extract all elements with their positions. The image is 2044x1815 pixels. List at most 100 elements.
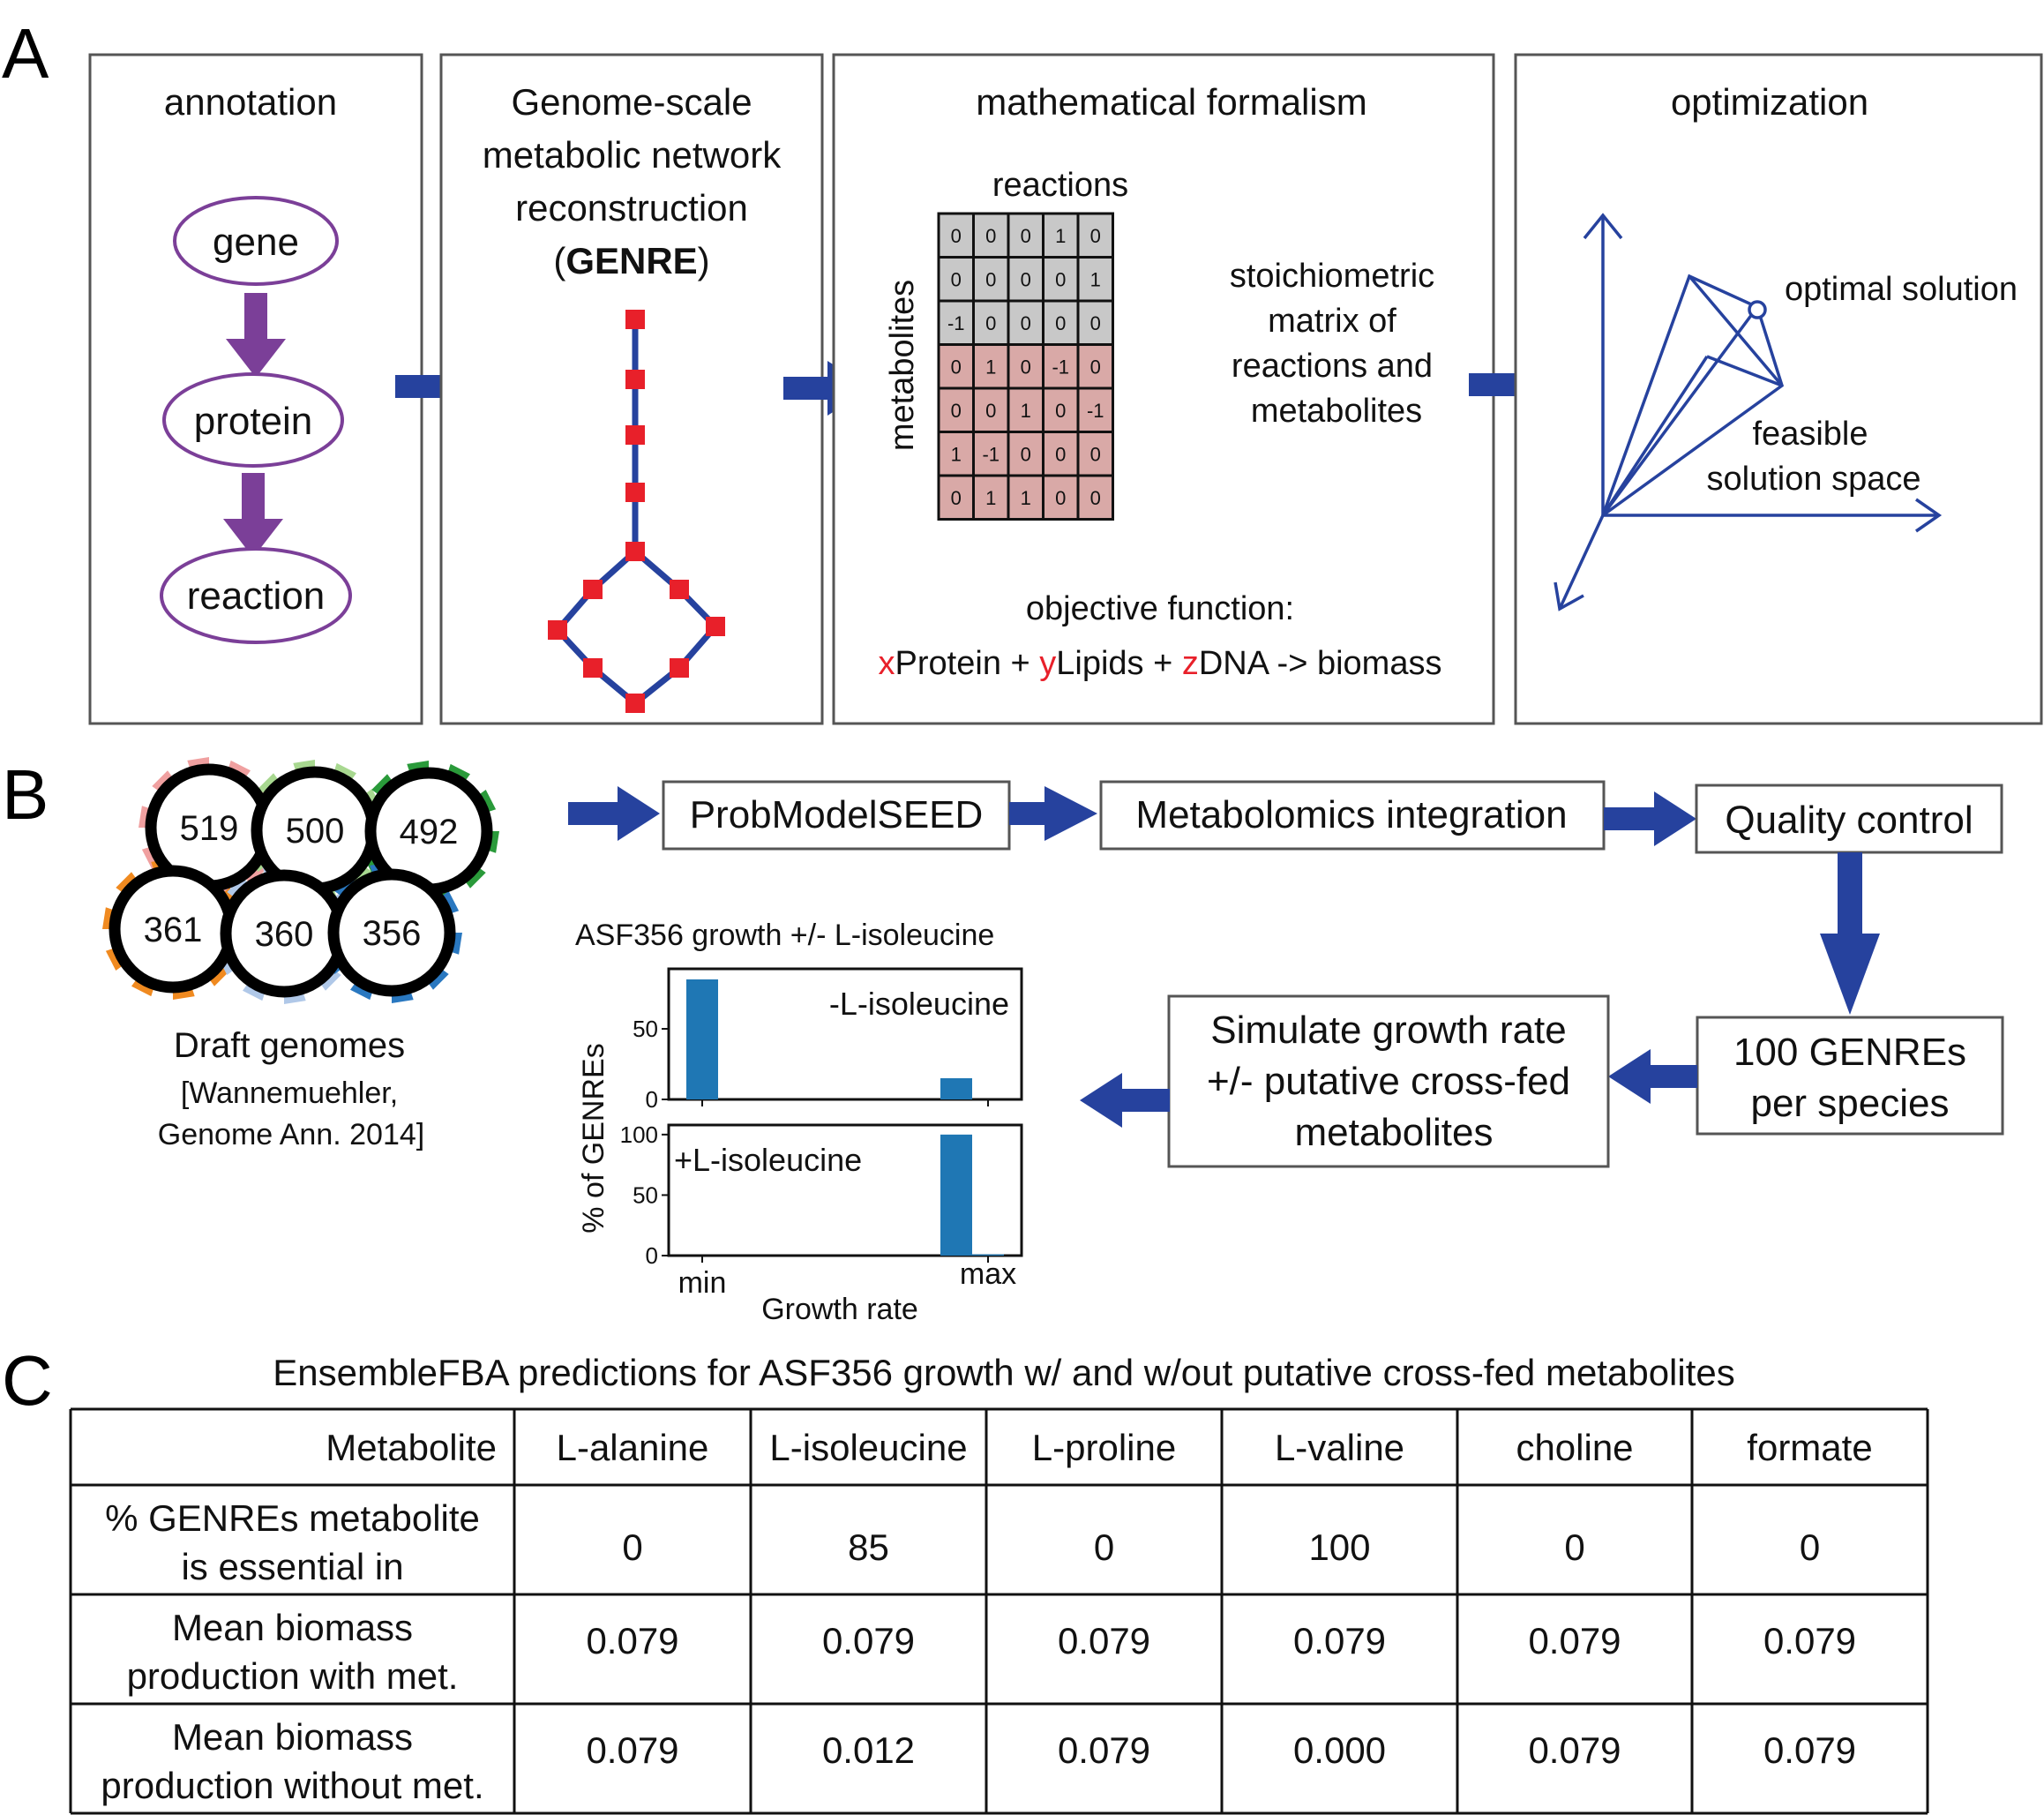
panel-legend: -L-isoleucine bbox=[829, 986, 1009, 1022]
y-tick-label: 100 bbox=[620, 1121, 658, 1148]
arrow-probmodel-to-metabolomics bbox=[1009, 786, 1097, 841]
histogram-bar bbox=[686, 979, 718, 1099]
metabolites-label: metabolites bbox=[884, 280, 921, 451]
quality-control-box: Quality control bbox=[1695, 784, 2003, 854]
matrix-desc-line4: metabolites bbox=[1251, 393, 1422, 430]
y-tick-label: 0 bbox=[646, 1086, 658, 1113]
genres-box: 100 GENREs per species bbox=[1696, 1016, 2004, 1136]
table-row-label: Mean biomass bbox=[172, 1716, 413, 1758]
table-cell: 0.000 bbox=[1293, 1729, 1386, 1771]
matrix-cell bbox=[972, 256, 1010, 303]
predictions-table: Metabolite L-alanine L-isoleucine L-proline… bbox=[69, 1407, 1929, 1815]
matrix-cell-value: 0 bbox=[985, 225, 996, 247]
matrix-cell bbox=[1007, 474, 1044, 521]
genre-title-line1: Genome-scale bbox=[511, 81, 752, 123]
genre-box: Genome-scale metabolic network reconstru… bbox=[439, 53, 824, 725]
table-cell: 0.079 bbox=[586, 1620, 678, 1661]
matrix-cell bbox=[1007, 256, 1044, 303]
simulate-label-line2: +/- putative cross-fed bbox=[1207, 1060, 1570, 1103]
matrix-cell-value: 0 bbox=[985, 312, 996, 334]
table-cell: 0.079 bbox=[1763, 1620, 1856, 1661]
histogram-bar bbox=[972, 1254, 1004, 1256]
math-box: mathematical formalism reactions metabol… bbox=[832, 53, 1495, 725]
table-cell: 0.079 bbox=[1058, 1729, 1150, 1771]
matrix-cell-value: -1 bbox=[1052, 356, 1069, 378]
draft-genomes: 519 500 492 361 360 356 bbox=[102, 757, 499, 1004]
genome-id: 361 bbox=[144, 911, 203, 949]
simulate-label-line1: Simulate growth rate bbox=[1210, 1009, 1567, 1052]
feasible-label-line1: feasible bbox=[1753, 416, 1868, 453]
matrix-cell-value: 1 bbox=[1090, 268, 1101, 290]
y-tick-label: 50 bbox=[633, 1016, 658, 1042]
metabolomics-box: Metabolomics integration bbox=[1099, 780, 1606, 851]
genome-ring bbox=[327, 868, 456, 997]
table-row-label: production without met. bbox=[101, 1765, 483, 1806]
matrix-cell bbox=[1042, 343, 1080, 390]
matrix-cell-value: 0 bbox=[951, 268, 962, 290]
protein-reaction-arrow bbox=[242, 473, 265, 521]
chart-ylabel: % of GENREs bbox=[577, 1043, 610, 1233]
matrix-cell-value: 1 bbox=[1055, 225, 1066, 247]
matrix-cell-value: 0 bbox=[1090, 312, 1101, 334]
matrix-cell-value: 0 bbox=[1021, 268, 1031, 290]
simulate-label-line3: metabolites bbox=[1294, 1111, 1493, 1154]
network-graph bbox=[548, 310, 725, 713]
matrix-cell-value: 0 bbox=[951, 225, 962, 247]
matrix-desc-line1: stoichiometric bbox=[1230, 258, 1434, 295]
simulate-box: Simulate growth rate +/- putative cross-… bbox=[1167, 994, 1610, 1168]
matrix-cell-value: -1 bbox=[947, 312, 965, 334]
table-cell: 0 bbox=[1564, 1526, 1584, 1568]
table-cell: 100 bbox=[1308, 1526, 1370, 1568]
matrix-cell bbox=[937, 299, 975, 346]
optimal-point bbox=[1748, 300, 1767, 319]
math-title: mathematical formalism bbox=[976, 81, 1366, 123]
matrix-cell-value: 0 bbox=[1055, 400, 1066, 422]
annotation-title: annotation bbox=[164, 81, 337, 123]
gene-protein-arrow bbox=[244, 293, 267, 341]
matrix-cell-value: 0 bbox=[1021, 356, 1031, 378]
draft-genomes-label: Draft genomes bbox=[174, 1026, 405, 1065]
metabolomics-label: Metabolomics integration bbox=[1135, 793, 1567, 836]
matrix-cell-value: 0 bbox=[985, 268, 996, 290]
matrix-cell-value: 0 bbox=[1021, 443, 1031, 465]
table-cell: 0 bbox=[1094, 1526, 1114, 1568]
genome-id: 500 bbox=[286, 812, 345, 851]
panel-label-a: A bbox=[2, 14, 49, 93]
table-header-cell: L-proline bbox=[1032, 1427, 1176, 1468]
matrix-desc-line2: matrix of bbox=[1268, 303, 1396, 340]
arrow-genres-to-simulate bbox=[1608, 1049, 1697, 1104]
genome-id: 519 bbox=[180, 809, 239, 848]
table-cell: 0.079 bbox=[1528, 1620, 1621, 1661]
panel-label-c: C bbox=[2, 1341, 53, 1420]
quality-control-label: Quality control bbox=[1725, 799, 1973, 842]
genre-title-line2: metabolic network bbox=[483, 134, 782, 176]
genres-label-line2: per species bbox=[1750, 1082, 1949, 1125]
table-header-metabolite: Metabolite bbox=[326, 1427, 497, 1468]
arrow-qc-to-genres bbox=[1820, 852, 1880, 1015]
table-cell: 0.012 bbox=[822, 1729, 915, 1771]
histogram-panel-1: 100 50 0 +L-isoleucine bbox=[620, 1121, 1023, 1269]
matrix-cell-value: 0 bbox=[1090, 356, 1101, 378]
protein-label: protein bbox=[194, 400, 313, 443]
reaction-label: reaction bbox=[187, 574, 326, 618]
stoichiometric-matrix: 0 0 0 1 0 0 0 0 0 1 -1 0 0 0 0 0 1 0 -1 0 0 0 1 0 -1 1 -1 0 0 0 0 1 1 0 0 bbox=[937, 212, 1114, 521]
feasible-label-line2: solution space bbox=[1707, 461, 1921, 498]
matrix-cell bbox=[1042, 386, 1080, 433]
genome-id: 492 bbox=[400, 813, 459, 851]
table-row-label: is essential in bbox=[181, 1546, 403, 1587]
matrix-cell-value: 0 bbox=[951, 356, 962, 378]
genres-label-line1: 100 GENREs bbox=[1733, 1031, 1966, 1074]
matrix-cell bbox=[1042, 474, 1080, 521]
table-title: EnsembleFBA predictions for ASF356 growt… bbox=[273, 1352, 1735, 1393]
isoleucine-growth-chart: ASF356 growth +/- L-isoleucine % of GENR… bbox=[575, 919, 1023, 1326]
matrix-cell-value: 0 bbox=[1090, 225, 1101, 247]
table-row-label: % GENREs metabolite bbox=[105, 1497, 480, 1539]
citation-line1: [Wannemuehler, bbox=[181, 1076, 398, 1110]
matrix-cell bbox=[1076, 299, 1114, 346]
matrix-cell bbox=[1076, 474, 1114, 521]
optimization-box: optimization optimal solution feasible s… bbox=[1514, 53, 2043, 725]
reactions-label: reactions bbox=[992, 167, 1128, 204]
genome-id: 356 bbox=[363, 914, 422, 953]
arrow-metabolomics-to-qc bbox=[1604, 791, 1696, 846]
probmodelseed-label: ProbModelSEED bbox=[690, 793, 984, 836]
